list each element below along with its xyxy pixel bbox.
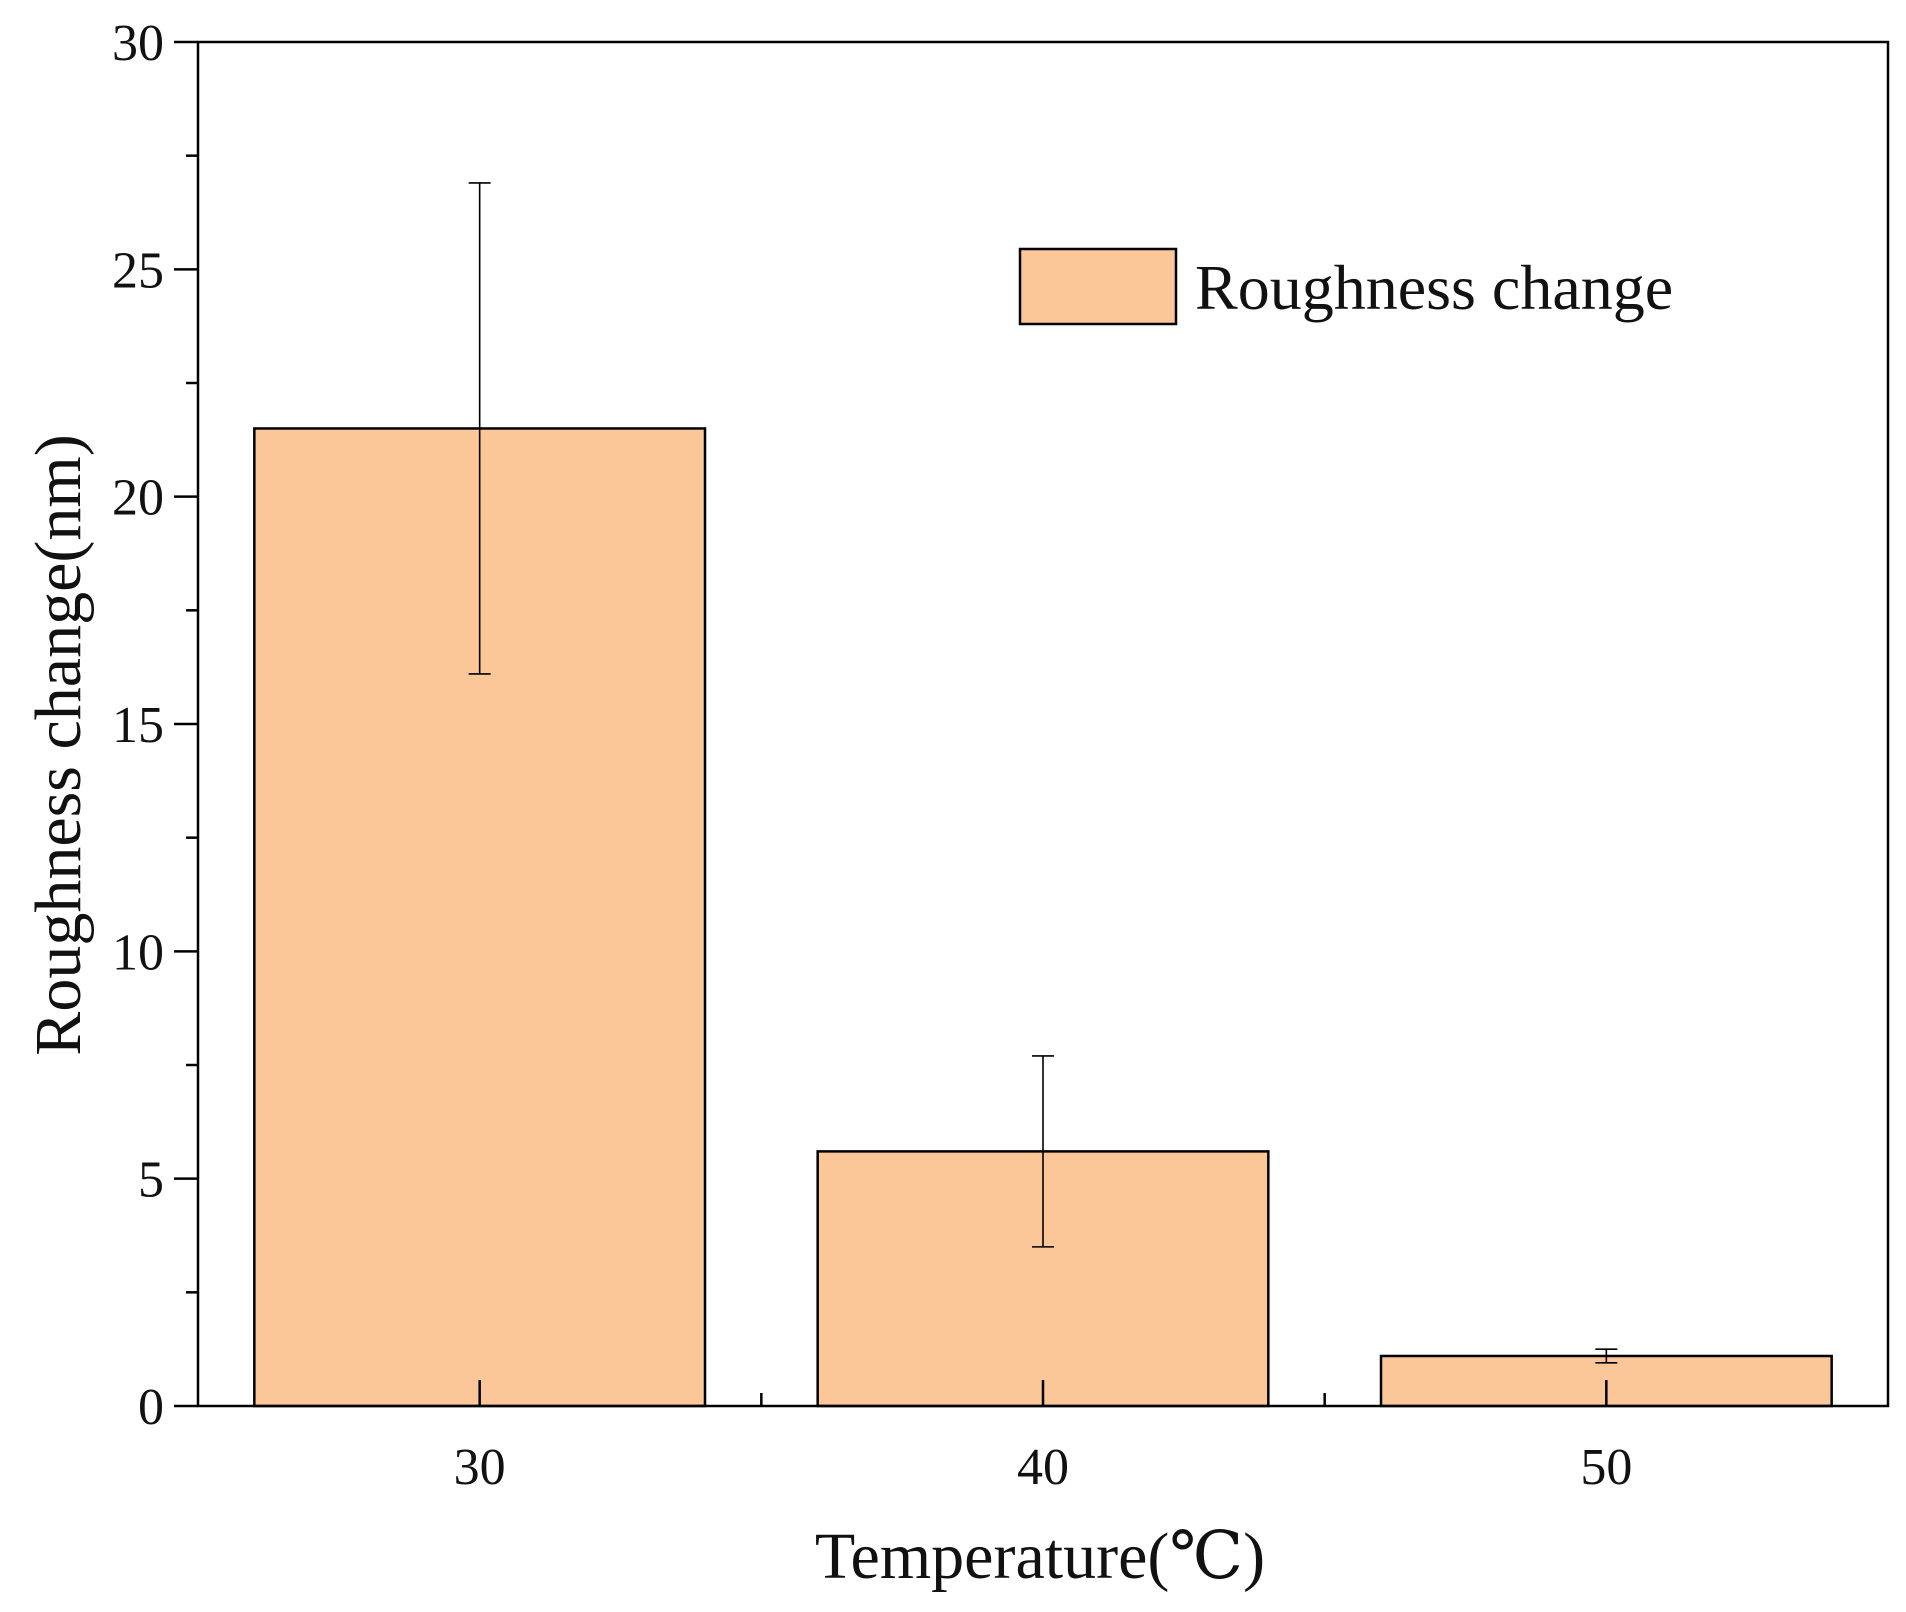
y-tick-label-30: 30 [112,15,164,72]
legend-swatch [1018,247,1178,326]
x-axis-title: Temperature(℃) [815,1520,1265,1593]
y-axis-title: Roughness change(nm) [22,434,95,1055]
y-tick-label-0: 0 [138,1379,164,1436]
x-tick-label-30: 30 [454,1439,506,1496]
x-tick-label-50: 50 [1580,1439,1632,1496]
y-tick-label-5: 5 [138,1152,164,1209]
y-tick-label-25: 25 [112,242,164,299]
x-tick-label-40: 40 [1017,1439,1069,1496]
errorbars-layer [468,182,1618,1364]
y-tick-label-10: 10 [112,924,164,981]
y-axis: 0 5 10 15 20 25 30 [112,15,198,1436]
y-tick-label-15: 15 [112,697,164,754]
y-tick-label-20: 20 [112,470,164,527]
legend: Roughness change [1018,247,1673,326]
legend-label: Roughness change [1195,252,1673,323]
x-axis: 30 40 50 [454,1380,1632,1496]
